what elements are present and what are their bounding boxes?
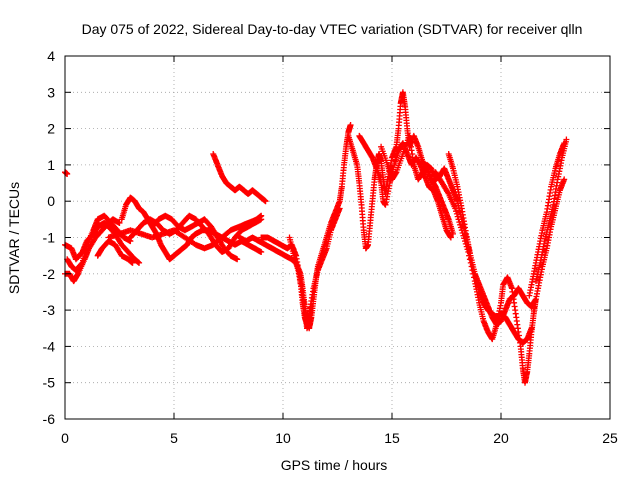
x-tick-label: 10 [275,430,291,446]
y-tick-label: 2 [47,121,55,137]
x-tick-label: 0 [61,430,69,446]
y-tick-label: 0 [47,193,55,209]
y-tick-label: 1 [47,157,55,173]
x-tick-label: 5 [170,430,178,446]
x-tick-label: 15 [384,430,400,446]
y-tick-label: -5 [43,375,56,391]
x-axis-ticks: 0 5 10 15 20 25 [61,56,618,446]
y-tick-label: -2 [43,266,56,282]
y-tick-label: -3 [43,302,56,318]
y-tick-label: -4 [43,338,56,354]
y-tick-label: -1 [43,230,56,246]
y-tick-label: -6 [43,411,56,427]
x-tick-label: 20 [493,430,509,446]
y-axis-ticks: -6 -5 -4 -3 -2 -1 0 1 2 3 4 [43,48,610,427]
x-axis-title: GPS time / hours [281,457,388,473]
y-tick-label: 4 [47,48,55,64]
y-axis-title: SDTVAR / TECUs [6,182,22,294]
y-tick-label: 3 [47,84,55,100]
x-tick-label: 25 [602,430,618,446]
chart-title: Day 075 of 2022, Sidereal Day-to-day VTE… [82,21,583,37]
